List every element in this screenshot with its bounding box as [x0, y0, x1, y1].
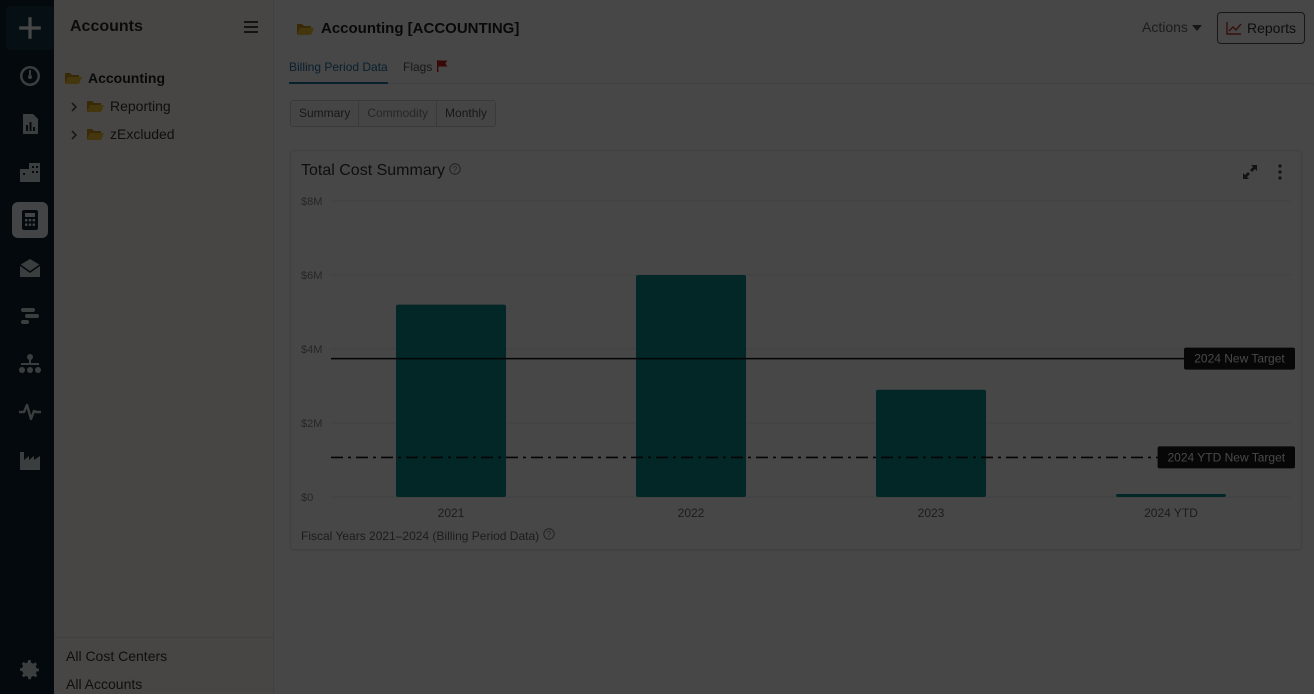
- tree-item-reporting[interactable]: Reporting: [68, 98, 171, 114]
- y-tick-label: $2M: [301, 418, 322, 430]
- svg-text:?: ?: [547, 530, 552, 539]
- dashboard-icon[interactable]: [12, 58, 48, 94]
- y-tick-label: $6M: [301, 270, 322, 282]
- subtab-commodity[interactable]: Commodity: [359, 101, 438, 126]
- reference-label: 2024 YTD New Target: [1167, 450, 1285, 464]
- tree-item-accounting[interactable]: Accounting: [64, 70, 165, 86]
- gantt-icon[interactable]: [12, 298, 48, 334]
- bar: [876, 389, 986, 497]
- svg-text:?: ?: [453, 165, 458, 174]
- more-vertical-icon[interactable]: [1275, 163, 1285, 181]
- factory-icon[interactable]: [12, 442, 48, 478]
- tab-billing-period-data[interactable]: Billing Period Data: [289, 60, 388, 84]
- open-folder-icon: [296, 22, 314, 36]
- sidebar-footer: All Cost Centers All Accounts: [54, 637, 273, 692]
- y-tick-label: $4M: [301, 344, 322, 356]
- tab-label: Flags: [403, 60, 433, 74]
- actions-label: Actions: [1142, 19, 1188, 35]
- tree-item-label: Reporting: [110, 98, 171, 114]
- y-tick-label: $0: [301, 492, 313, 504]
- chevron-right-icon[interactable]: [68, 100, 80, 112]
- help-circle-icon[interactable]: ?: [543, 528, 555, 543]
- tree-item-label: Accounting: [88, 70, 165, 86]
- expand-icon[interactable]: [1241, 163, 1259, 181]
- total-cost-chart: $0 $2M $4M $6M $8M 2021 2022 2023 2024 YTD 2024 N…: [301, 196, 1295, 520]
- x-tick-label: 2022: [678, 506, 705, 520]
- subtab-monthly[interactable]: Monthly: [437, 101, 496, 126]
- footnote-text: Fiscal Years 2021–2024 (Billing Period D…: [301, 528, 540, 543]
- reference-label: 2024 New Target: [1194, 352, 1285, 366]
- open-folder-icon: [64, 71, 82, 85]
- total-cost-summary-card: Total Cost Summary ? $0 $2M $4M $6M $8M 2021 2…: [290, 150, 1302, 550]
- all-accounts-link[interactable]: All Accounts: [66, 676, 143, 692]
- actions-dropdown[interactable]: Actions: [1142, 19, 1202, 35]
- hierarchy-icon[interactable]: [12, 346, 48, 382]
- accounts-sidebar: Accounts Accounting Reporting zExcluded …: [54, 0, 274, 694]
- page-title: Accounting [ACCOUNTING]: [321, 20, 520, 37]
- tab-flags[interactable]: Flags: [403, 60, 448, 82]
- main-content: Accounting [ACCOUNTING] Actions Reports …: [274, 0, 1314, 694]
- open-folder-icon: [86, 99, 104, 113]
- pulse-icon[interactable]: [12, 394, 48, 430]
- hamburger-menu-icon[interactable]: [244, 20, 260, 34]
- reports-button[interactable]: Reports: [1217, 12, 1305, 44]
- mail-icon[interactable]: [12, 250, 48, 286]
- building-icon[interactable]: [12, 154, 48, 190]
- calculator-icon[interactable]: [12, 202, 48, 238]
- view-toggle-group: Summary Commodity Monthly: [290, 100, 497, 127]
- y-tick-label: $8M: [301, 196, 322, 208]
- caret-down-icon: [1191, 25, 1202, 31]
- line-chart-icon: [1226, 22, 1242, 35]
- bar: [636, 275, 746, 497]
- tab-label: Billing Period Data: [289, 60, 388, 74]
- x-tick-label: 2021: [438, 506, 465, 520]
- add-icon[interactable]: [6, 6, 54, 50]
- icon-rail: [0, 0, 60, 694]
- bar: [396, 304, 506, 497]
- card-footnote: Fiscal Years 2021–2024 (Billing Period D…: [301, 528, 555, 543]
- tab-bar: Billing Period Data Flags: [289, 52, 1314, 84]
- x-tick-label: 2023: [918, 506, 945, 520]
- gear-icon[interactable]: [12, 652, 48, 688]
- open-folder-icon: [86, 127, 104, 141]
- tree-item-label: zExcluded: [110, 126, 175, 142]
- x-tick-label: 2024 YTD: [1144, 506, 1198, 520]
- subtab-summary[interactable]: Summary: [291, 101, 360, 126]
- flag-icon: [437, 60, 448, 72]
- all-cost-centers-link[interactable]: All Cost Centers: [66, 648, 168, 664]
- tree-item-zexcluded[interactable]: zExcluded: [68, 126, 175, 142]
- bar-chart-icon[interactable]: [12, 106, 48, 142]
- card-title: Total Cost Summary ?: [301, 162, 461, 180]
- help-circle-icon[interactable]: ?: [449, 162, 461, 180]
- reports-label: Reports: [1246, 20, 1297, 36]
- card-title-text: Total Cost Summary: [301, 162, 446, 179]
- bar: [1116, 494, 1226, 497]
- chevron-right-icon[interactable]: [68, 128, 80, 140]
- sidebar-title: Accounts: [70, 18, 143, 35]
